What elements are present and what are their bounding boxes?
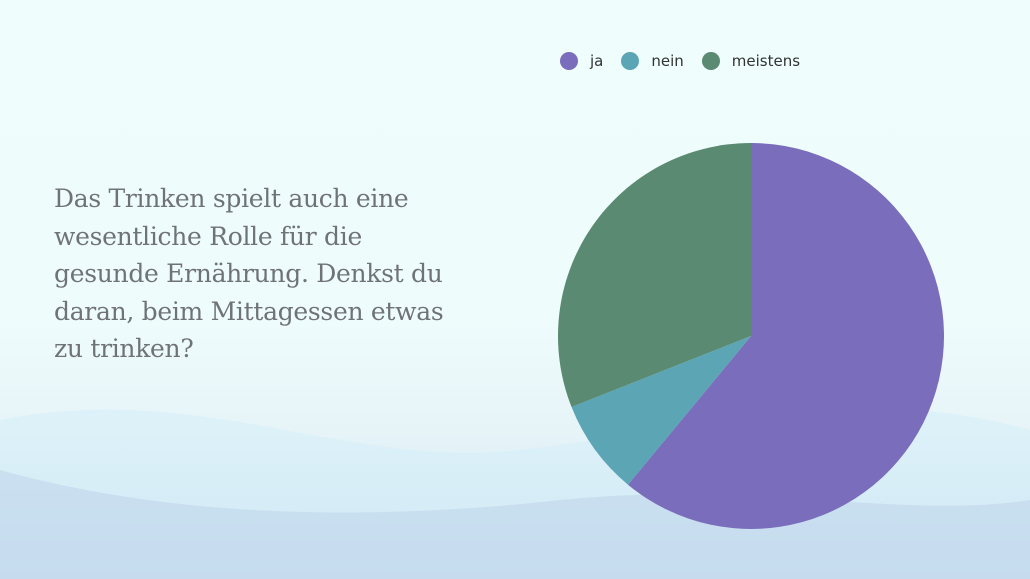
pie-slice-nein[interactable] — [571, 336, 751, 485]
pie-slice-meistens[interactable] — [558, 143, 751, 408]
legend-item-ja[interactable]: ja — [560, 52, 603, 70]
legend-item-meistens[interactable]: meistens — [701, 52, 801, 70]
legend-swatch — [621, 52, 640, 70]
legend-label: ja — [590, 52, 604, 70]
legend-item-nein[interactable]: nein — [621, 52, 684, 70]
legend-label: meistens — [731, 52, 801, 70]
legend-label: nein — [651, 52, 684, 70]
legend-swatch — [701, 52, 720, 70]
question-text: Das Trinken spielt auch eine wesentliche… — [54, 184, 444, 363]
pie-slice-ja[interactable] — [627, 143, 944, 529]
chart-legend: ja nein meistens — [560, 52, 818, 70]
legend-swatch — [560, 52, 578, 70]
